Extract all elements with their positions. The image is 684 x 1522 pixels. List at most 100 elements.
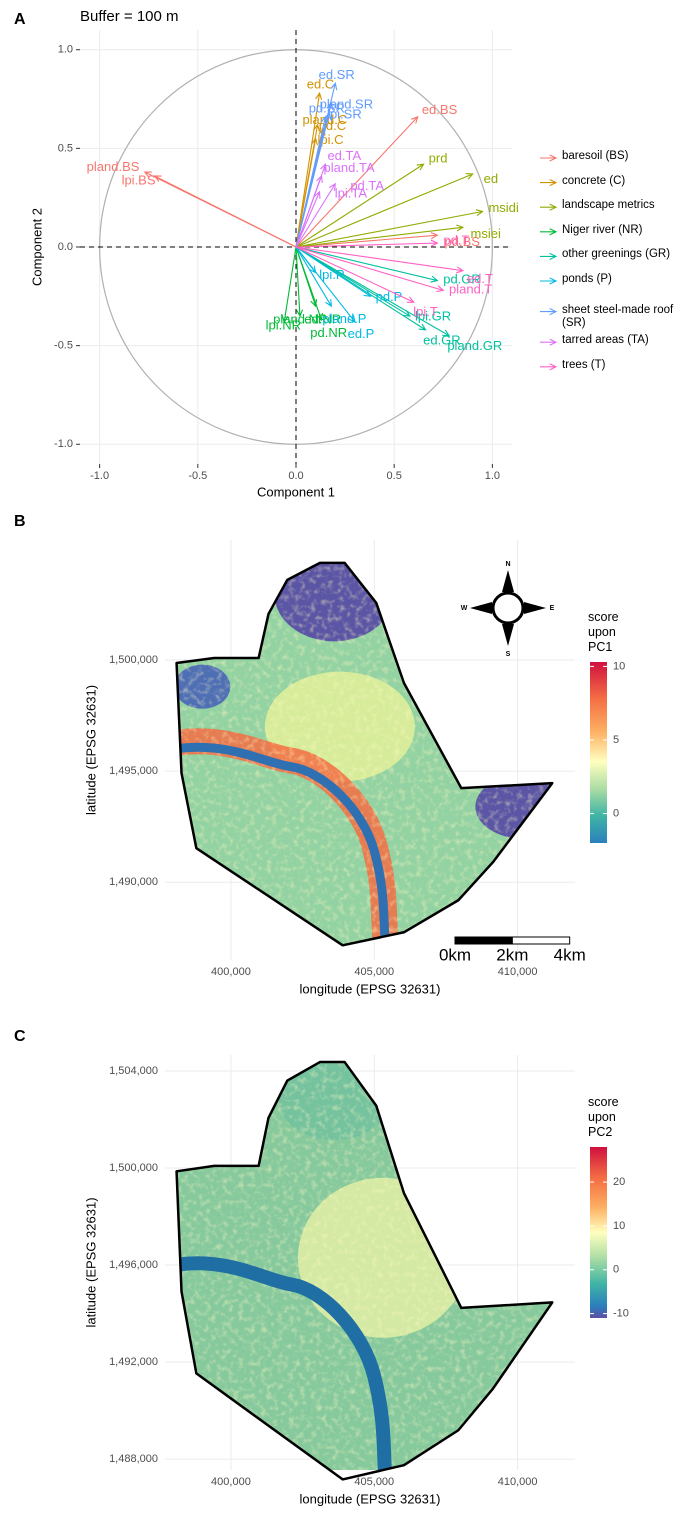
river: [176, 1256, 393, 1480]
y-tick-label: -1.0: [54, 438, 73, 450]
colorbar-title: score upon PC2: [588, 1095, 619, 1139]
chart-title: Buffer = 100 m: [80, 8, 179, 25]
legend-key: [540, 277, 558, 285]
x-axis-label: longitude (EPSG 32631): [300, 981, 441, 996]
colorbar-label: 5: [613, 734, 619, 746]
loading-arrow: [295, 182, 336, 248]
x-tick-label: 410,000: [498, 966, 538, 978]
colorbar-label: 10: [613, 660, 625, 672]
y-tick-label: 1,492,000: [109, 1356, 158, 1368]
loading-label: pland.P: [322, 311, 366, 326]
y-tick-label: 0.5: [58, 142, 73, 154]
colorbar-title-box: score upon PC1: [588, 610, 619, 654]
y-tick-label: 1,496,000: [109, 1259, 158, 1271]
compass-ring: [491, 591, 525, 625]
loading-arrow: [295, 246, 304, 318]
raster: [176, 1062, 553, 1480]
legend-key: [540, 252, 558, 260]
legend-label-box: sheet steel-made roof (SR): [562, 303, 674, 329]
x-tick-label: 405,000: [354, 1476, 394, 1488]
legend-key: [540, 308, 558, 316]
legend-label: landscape metrics: [562, 199, 655, 212]
y-tick-label: 1,500,000: [109, 1162, 158, 1174]
legend-label: baresoil (BS): [562, 150, 629, 162]
loading-arrow: [295, 246, 415, 303]
x-tick-label: 0.0: [288, 470, 303, 482]
loading-label: ed.NR: [304, 311, 341, 326]
legend-label: other greenings (GR): [562, 248, 671, 261]
loading-label: msiei: [471, 226, 501, 241]
loading-label: lpi.BS: [122, 173, 156, 188]
compass-letter: E: [550, 605, 555, 612]
panel-label: C: [14, 1028, 26, 1045]
colorbar: [590, 662, 607, 843]
y-axis-label: Component 2: [29, 208, 44, 286]
loading-label: pd.NR: [310, 325, 347, 340]
scalebar-segment: [454, 936, 513, 945]
loading-arrow: [295, 190, 321, 248]
x-tick-label: 1.0: [485, 470, 500, 482]
colorbar-label: 0: [613, 807, 619, 819]
colorbar-title-box: score upon PC2: [588, 1095, 619, 1139]
legend-label: sheet steel-made roof (SR): [562, 303, 674, 329]
legend-key: [540, 228, 558, 236]
loading-arrow: [295, 115, 419, 248]
loading-arrow: [295, 232, 439, 248]
compass-letter: N: [505, 561, 510, 568]
loading-label: pd.SR: [309, 100, 345, 115]
loading-arrow: [295, 239, 439, 248]
x-tick-label: 400,000: [211, 966, 251, 978]
loading-label: pd.P: [376, 289, 403, 304]
boundary: [175, 1060, 554, 1481]
loading-label: prd: [429, 150, 448, 165]
legend-label: ponds (P): [562, 273, 612, 285]
panel-label: A: [14, 11, 26, 28]
boundary: [175, 561, 554, 947]
colorbar: [590, 1147, 607, 1318]
loading-arrow: [295, 209, 484, 248]
loading-arrow: [295, 174, 323, 248]
loading-label: lpi.GR: [415, 309, 451, 324]
x-tick-label: -1.0: [90, 470, 109, 482]
loading-label: msidi: [488, 200, 518, 215]
compass-arrows: [470, 570, 546, 646]
x-tick-label: 400,000: [211, 1476, 251, 1488]
legend-key: [540, 154, 558, 162]
loading-label: pland.GR: [447, 338, 502, 353]
loading-arrow: [295, 137, 319, 248]
loading-arrow: [295, 246, 465, 274]
loading-arrow: [295, 224, 465, 248]
x-axis-label: longitude (EPSG 32631): [300, 1491, 441, 1506]
loading-arrow: [281, 246, 297, 324]
loading-arrow: [295, 173, 474, 248]
y-tick-label: 1,500,000: [109, 654, 158, 666]
legend-label: trees (T): [562, 358, 606, 371]
legend-label: Niger river (NR): [562, 223, 643, 236]
loading-arrow: [295, 246, 332, 308]
colorbar-label: 0: [613, 1264, 619, 1276]
colorbar-label: 20: [613, 1176, 625, 1188]
loading-label: ed: [484, 171, 498, 186]
y-tick-label: 0.0: [58, 241, 73, 253]
x-tick-label: 405,000: [354, 966, 394, 978]
colorbar-label: 10: [613, 1220, 625, 1232]
scalebar-label: 0km: [439, 945, 471, 964]
loading-label: pland.BS: [87, 159, 140, 174]
y-tick-label: 1,490,000: [109, 876, 158, 888]
x-tick-label: 410,000: [498, 1476, 538, 1488]
legend-key: [540, 363, 558, 371]
legend-label: concrete (C): [562, 174, 626, 187]
loading-label: ed.P: [348, 326, 375, 341]
scalebar-label: 2km: [496, 945, 528, 964]
y-axis-label: latitude (EPSG 32631): [83, 1197, 98, 1327]
compass-letter: S: [506, 651, 511, 658]
legend-label-box: baresoil (BS): [562, 150, 629, 162]
legend-label-box: tarred areas (TA): [562, 334, 649, 346]
loading-arrow: [295, 246, 451, 337]
legend-label-box: other greenings (GR): [562, 248, 671, 261]
panel-label: B: [14, 513, 26, 530]
loading-label: ed.TA: [327, 148, 361, 163]
loading-arrow: [295, 246, 372, 298]
loading-label: lpi.TA: [335, 186, 368, 201]
